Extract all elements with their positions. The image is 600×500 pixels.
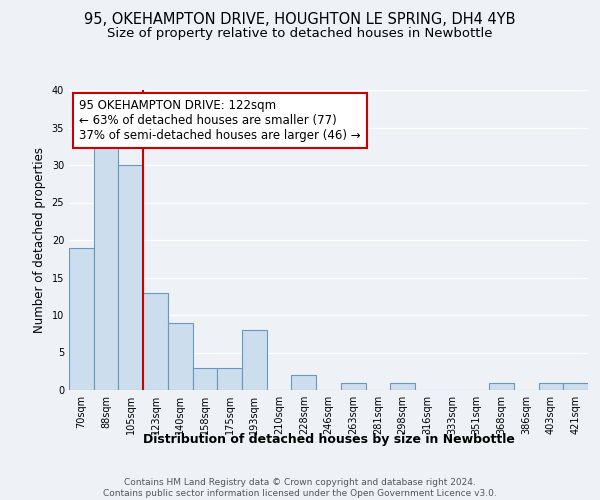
Bar (69, 248, 94, 390)
Bar (94, 142, 118, 390)
Text: 95, OKEHAMPTON DRIVE, HOUGHTON LE SPRING, DH4 4YB: 95, OKEHAMPTON DRIVE, HOUGHTON LE SPRING… (84, 12, 516, 28)
Bar (390, 382, 415, 390)
Bar (217, 368, 242, 390)
Text: Distribution of detached houses by size in Newbottle: Distribution of detached houses by size … (143, 432, 515, 446)
Bar (143, 292, 168, 390)
Text: Contains HM Land Registry data © Crown copyright and database right 2024.
Contai: Contains HM Land Registry data © Crown c… (103, 478, 497, 498)
Bar (168, 322, 193, 390)
Bar (242, 330, 267, 390)
Bar (193, 368, 217, 390)
Bar (539, 382, 563, 390)
Bar (489, 382, 514, 390)
Text: 95 OKEHAMPTON DRIVE: 122sqm
← 63% of detached houses are smaller (77)
37% of sem: 95 OKEHAMPTON DRIVE: 122sqm ← 63% of det… (79, 99, 361, 142)
Bar (341, 382, 365, 390)
Bar (292, 375, 316, 390)
Text: Size of property relative to detached houses in Newbottle: Size of property relative to detached ho… (107, 28, 493, 40)
Bar (118, 165, 143, 390)
Bar (563, 382, 588, 390)
Y-axis label: Number of detached properties: Number of detached properties (33, 147, 46, 333)
